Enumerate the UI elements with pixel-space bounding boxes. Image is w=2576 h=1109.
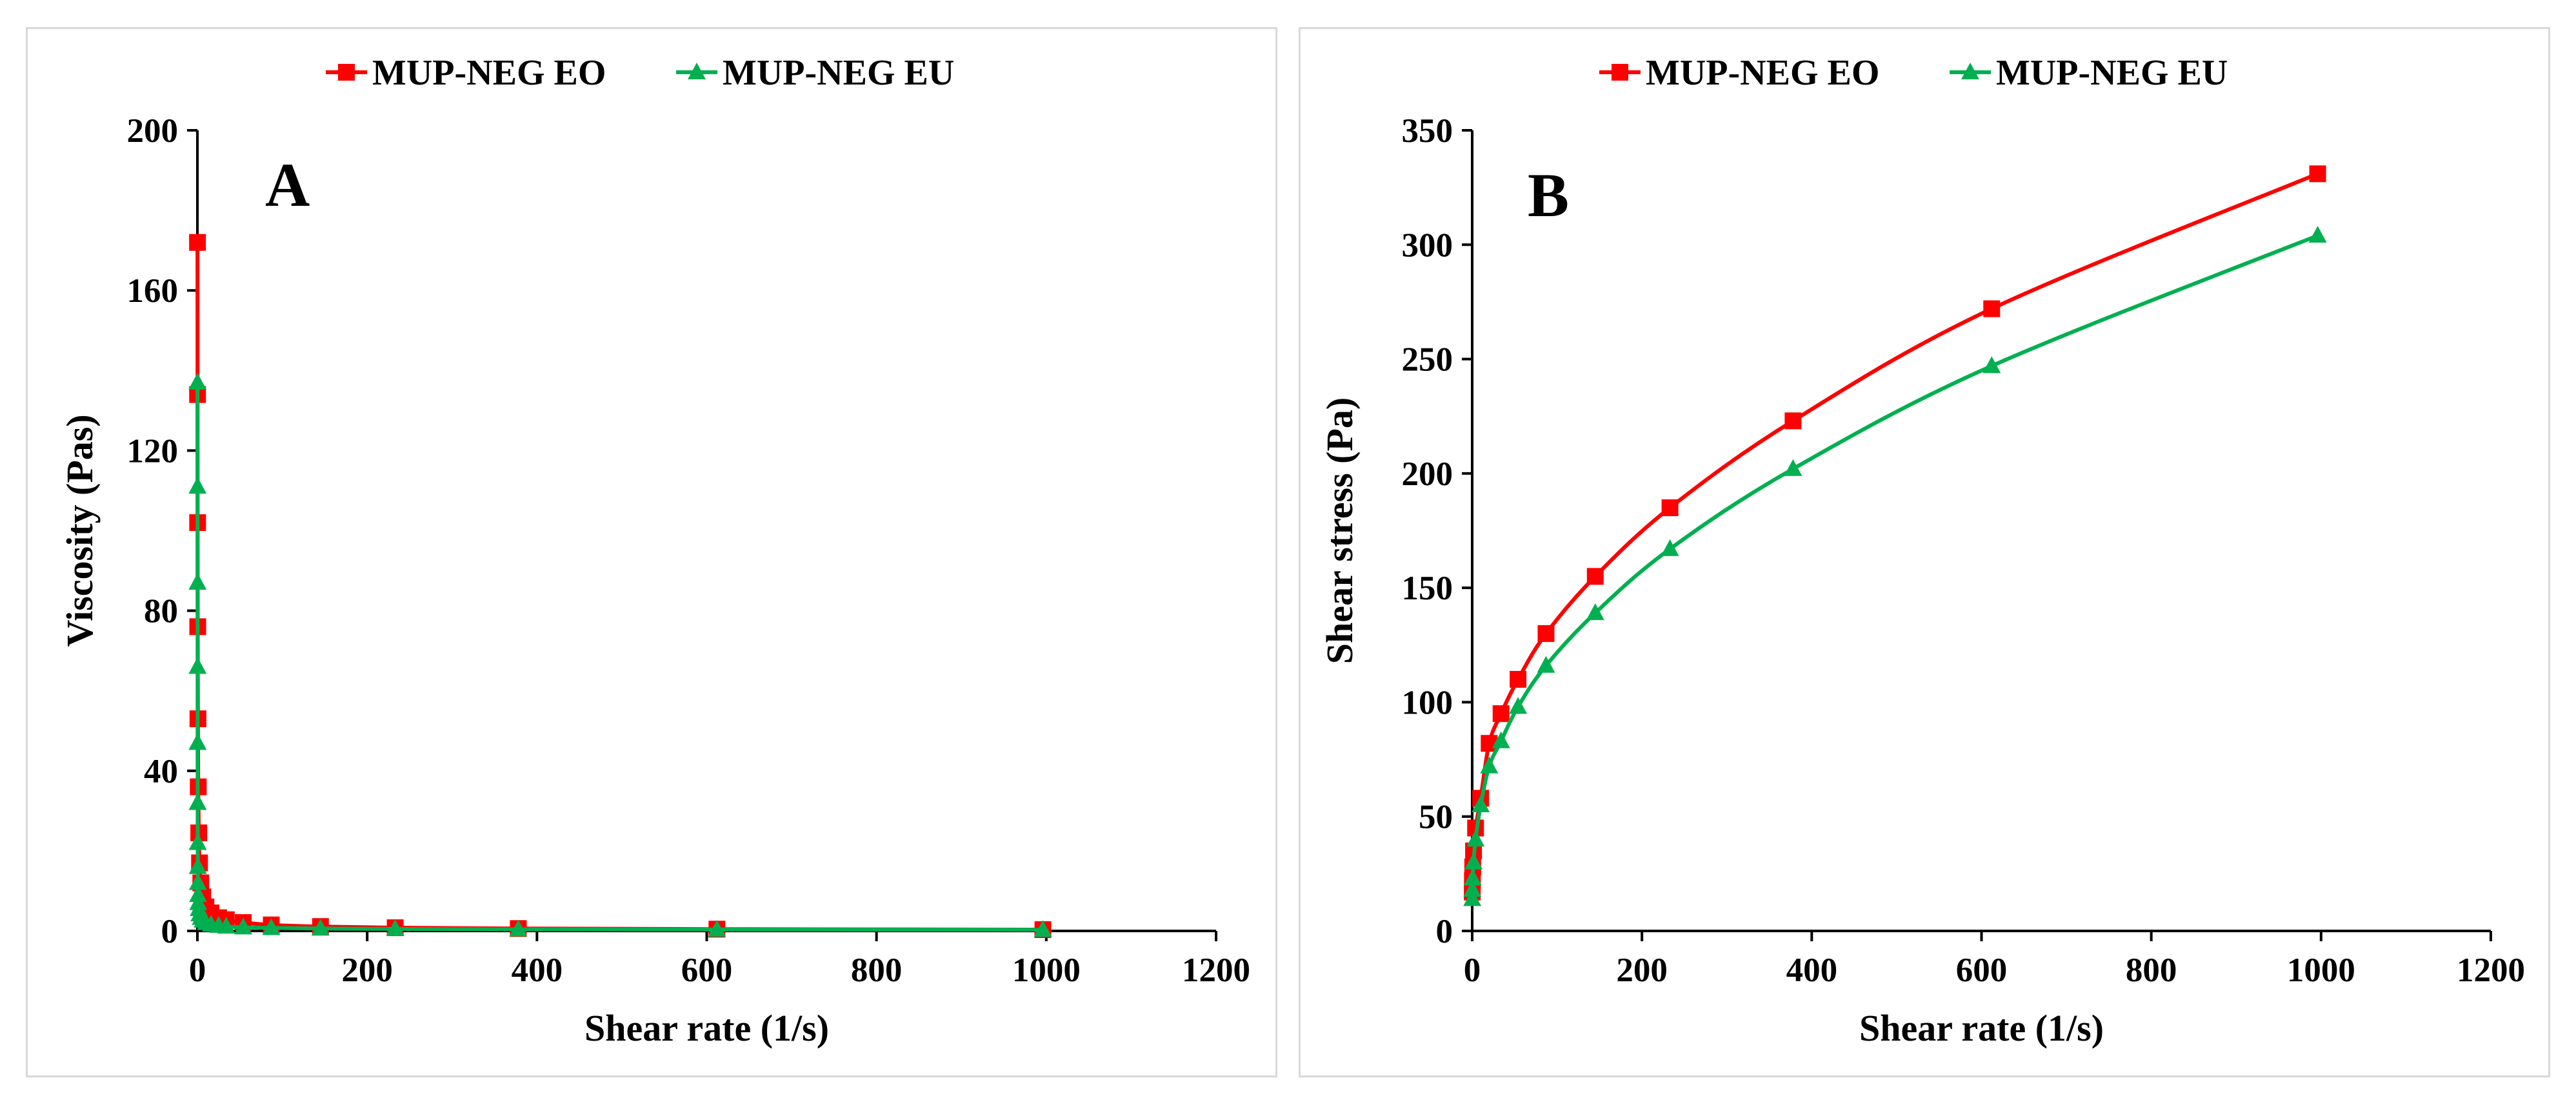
series-mup-neg-eu (188, 372, 1052, 937)
y-tick-label: 300 (1402, 226, 1453, 264)
y-tick-label: 40 (144, 753, 178, 790)
legend: MUP-NEG EO MUP-NEG EU (1599, 53, 2228, 93)
y-tick-label: 200 (127, 112, 179, 150)
x-tick-label: 1000 (2287, 952, 2355, 989)
data-point (1537, 625, 1555, 643)
y-tick-label: 120 (127, 432, 179, 470)
series-line (1470, 234, 2319, 899)
series-mup-neg-eo (1464, 165, 2326, 901)
y-tick-label: 250 (1402, 341, 1453, 379)
data-point (188, 873, 207, 890)
data-point (1586, 568, 1604, 585)
data-point (1661, 499, 1679, 517)
data-point (1983, 300, 2001, 317)
legend-label: MUP-NEG EU (723, 53, 954, 93)
data-point (386, 919, 404, 936)
data-point (1464, 852, 1483, 870)
x-tick-label: 0 (1464, 952, 1481, 989)
y-tick-label: 200 (1402, 455, 1453, 493)
data-point (311, 919, 330, 936)
data-point (2308, 226, 2327, 243)
data-point (1661, 539, 1679, 556)
data-point (188, 657, 207, 674)
y-tick-label: 100 (1402, 684, 1453, 721)
legend-marker (1612, 64, 1628, 81)
chart-panel-b: 0 50 100 150 200 250 300 350 0 200 400 600 800 1000 12… (1299, 27, 2550, 1077)
panel-label: A (265, 150, 310, 219)
viscosity-chart: 0 40 80 120 160 200 0 200 400 600 800 1000 1200 Shear… (59, 53, 1250, 1049)
data-point (1463, 880, 1482, 897)
data-point (1509, 697, 1528, 714)
series-line (195, 382, 1043, 932)
x-tick-label: 1000 (1012, 952, 1081, 989)
legend: MUP-NEG EO MUP-NEG EU (326, 53, 954, 93)
data-point (1537, 655, 1555, 673)
y-tick-label: 150 (1402, 570, 1453, 607)
panel-label: B (1528, 161, 1569, 230)
x-axis-title: Shear rate (1/s) (1859, 1007, 2104, 1049)
x-tick-label: 1200 (1182, 952, 1250, 989)
data-point (1492, 705, 1510, 723)
x-tick-label: 600 (1956, 952, 2008, 989)
data-point (1463, 889, 1482, 906)
legend-marker (1961, 63, 1979, 79)
y-tick-label: 50 (1419, 799, 1453, 836)
x-tick-label: 400 (1786, 952, 1838, 989)
data-point (2309, 165, 2326, 183)
x-tick-label: 200 (1616, 952, 1668, 989)
data-point (1472, 795, 1490, 812)
legend-label: MUP-NEG EU (1996, 53, 2228, 93)
data-point (1463, 868, 1482, 886)
data-point (188, 857, 207, 874)
data-point (1492, 731, 1510, 748)
data-point (1784, 459, 1802, 476)
data-point (1480, 756, 1499, 774)
data-point (188, 573, 207, 590)
data-point (1586, 603, 1604, 621)
series-line (195, 242, 1043, 932)
data-point (234, 917, 253, 935)
y-tick-label: 0 (1436, 913, 1453, 950)
series-mup-neg-eo (189, 234, 1052, 938)
x-axis-title: Shear rate (1/s) (584, 1007, 829, 1049)
y-axis-title: Shear stress (Pa) (1319, 397, 1361, 664)
data-point (1510, 670, 1527, 688)
legend-label: MUP-NEG EO (1646, 53, 1879, 93)
data-point (189, 234, 206, 251)
legend-marker (688, 63, 706, 79)
x-tick-label: 800 (2126, 952, 2177, 989)
series-line (1470, 172, 2319, 892)
y-axis-title: Viscosity (Pas) (59, 414, 101, 646)
data-point (217, 917, 235, 934)
x-tick-label: 0 (189, 952, 206, 989)
data-point (188, 733, 207, 750)
data-point (1784, 412, 1802, 430)
data-point (188, 372, 207, 390)
series-mup-neg-eu (1463, 226, 2327, 906)
shear-stress-chart: 0 50 100 150 200 250 300 350 0 200 400 600 800 1000 12… (1319, 53, 2525, 1049)
x-tick-label: 800 (851, 952, 903, 989)
data-point (188, 793, 207, 810)
chart-panel-a: 0 40 80 120 160 200 0 200 400 600 800 1000 1200 Shear… (26, 27, 1277, 1077)
data-point (1466, 830, 1485, 847)
x-tick-label: 400 (512, 952, 563, 989)
y-tick-label: 160 (127, 272, 179, 310)
data-point (262, 918, 281, 935)
data-point (1033, 920, 1052, 937)
y-tick-label: 0 (161, 913, 179, 950)
data-point (708, 919, 726, 937)
data-point (188, 477, 207, 494)
x-tick-label: 200 (341, 952, 393, 989)
data-point (1982, 356, 2001, 374)
x-tick-label: 1200 (2457, 952, 2525, 989)
y-tick-label: 80 (144, 593, 178, 630)
y-tick-label: 350 (1402, 112, 1453, 150)
legend-label: MUP-NEG EO (372, 53, 606, 93)
x-tick-label: 600 (681, 952, 733, 989)
data-point (188, 833, 207, 850)
data-point (509, 919, 528, 937)
legend-marker (338, 64, 355, 81)
